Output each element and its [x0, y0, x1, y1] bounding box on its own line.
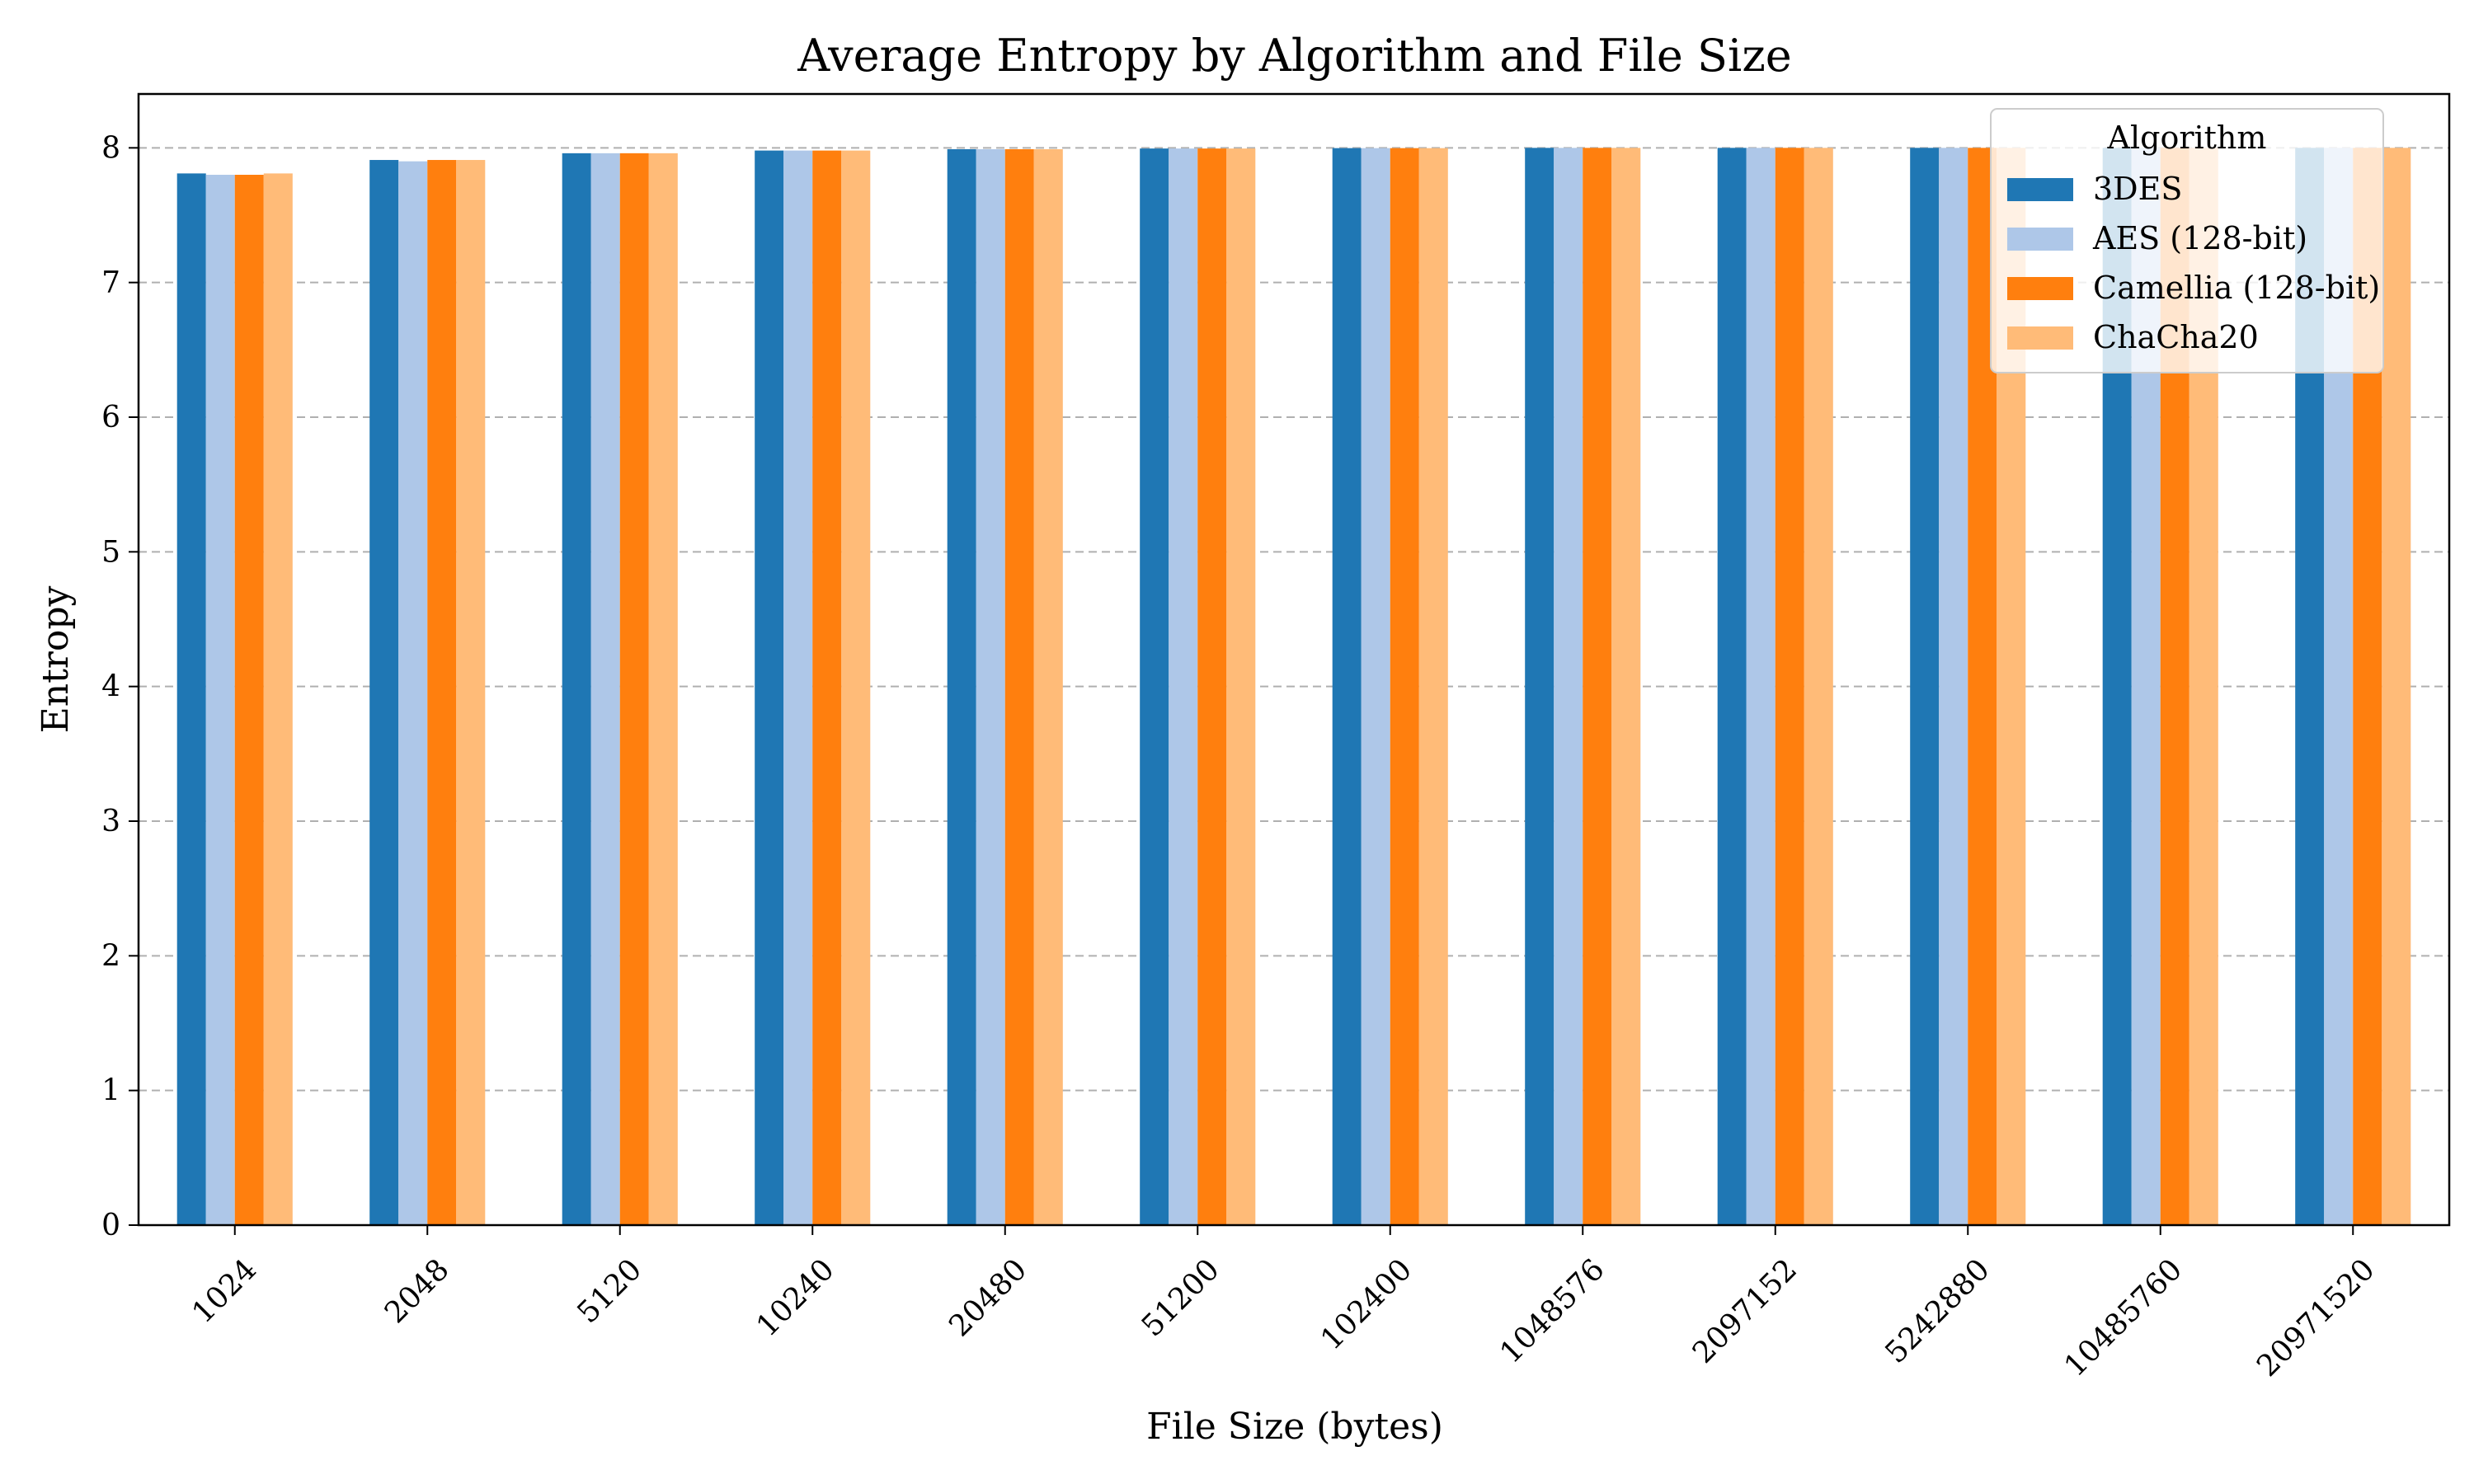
bar [648, 153, 678, 1225]
bar [1169, 148, 1198, 1225]
bar [947, 148, 976, 1225]
legend-swatch [2007, 277, 2073, 300]
bar [205, 175, 235, 1225]
legend-item-label[interactable]: 3DES [2093, 171, 2182, 207]
y-axis-label: Entropy [35, 586, 77, 734]
bar [2382, 148, 2411, 1225]
y-tick-label: 0 [101, 1209, 120, 1242]
bar [456, 160, 486, 1226]
legend-swatch [2007, 228, 2073, 251]
bar [590, 153, 620, 1225]
y-tick-label: 3 [101, 805, 120, 838]
legend[interactable]: Algorithm 3DES AES (128-bit) Camellia (128-… [1990, 108, 2384, 373]
y-tick-label: 8 [101, 131, 120, 165]
bar [1525, 148, 1554, 1226]
legend-swatch [2007, 326, 2073, 350]
y-tick-label: 6 [101, 401, 120, 434]
gridlines [139, 147, 2449, 1092]
bar [619, 153, 649, 1225]
bar [176, 173, 206, 1225]
bar [1746, 148, 1776, 1226]
legend-item-label[interactable]: Camellia (128-bit) [2093, 270, 2380, 306]
bar [1332, 148, 1362, 1225]
chart-title: Average Entropy by Algorithm and File Si… [797, 30, 1791, 82]
bar [1361, 148, 1390, 1225]
bar [427, 160, 457, 1226]
bar [1717, 148, 1747, 1226]
bar [1611, 148, 1641, 1226]
bar [1418, 148, 1448, 1225]
bar [263, 173, 293, 1225]
y-tick-label: 4 [101, 670, 120, 704]
bar [1910, 148, 1940, 1226]
bar [1583, 148, 1612, 1226]
bar [1804, 148, 1833, 1226]
bar [1775, 148, 1804, 1226]
bar [1939, 148, 1968, 1226]
y-tick-label: 2 [101, 939, 120, 973]
bar [1033, 148, 1063, 1225]
bar [1554, 148, 1583, 1226]
bar [398, 161, 428, 1226]
legend-box [1990, 108, 2384, 373]
bar [1004, 148, 1034, 1225]
bar [234, 175, 264, 1225]
y-tick-label: 1 [101, 1074, 120, 1108]
legend-title: Algorithm [2107, 120, 2267, 156]
legend-item-label[interactable]: AES (128-bit) [2092, 220, 2307, 256]
bar [976, 148, 1005, 1225]
bar [369, 160, 399, 1226]
bar [1197, 148, 1227, 1225]
bar [783, 150, 813, 1226]
bar [562, 153, 591, 1225]
x-axis-label: File Size (bytes) [1146, 1406, 1443, 1448]
bar [1390, 148, 1419, 1225]
bar [1226, 148, 1256, 1225]
bar [755, 150, 784, 1226]
y-tick-label: 5 [101, 535, 120, 569]
legend-swatch [2007, 178, 2073, 201]
plot-frame [137, 92, 2451, 1227]
y-tick-label: 7 [101, 266, 120, 300]
bar [841, 150, 871, 1226]
bar [1140, 148, 1169, 1225]
legend-item-label[interactable]: ChaCha20 [2093, 319, 2259, 355]
bar [812, 150, 842, 1226]
